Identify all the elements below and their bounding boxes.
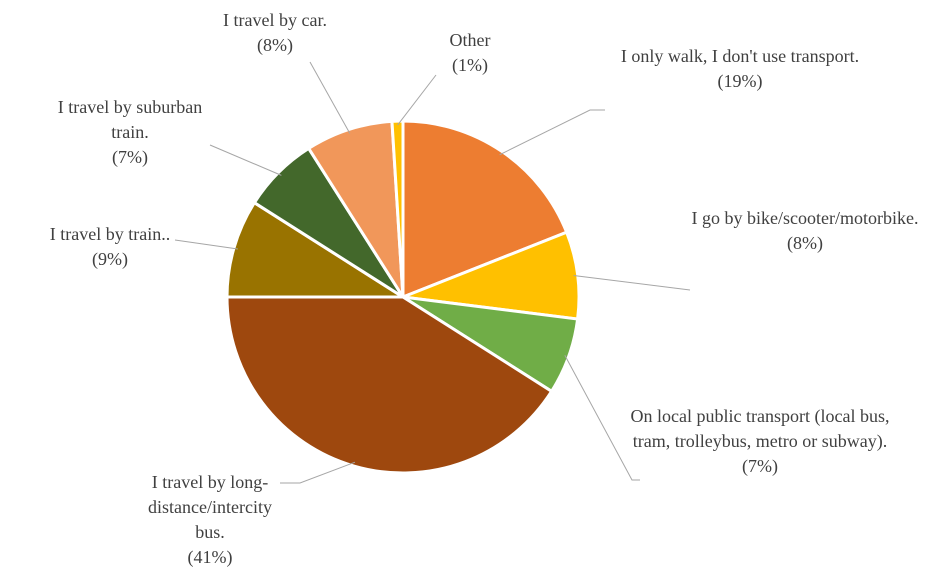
value-label: (7%) (112, 147, 148, 167)
value-label: (41%) (187, 547, 233, 567)
leader-line (280, 461, 356, 484)
leader-line (573, 274, 691, 291)
value-label: (19%) (717, 71, 763, 91)
value-label: (9%) (92, 249, 128, 269)
category-label: I travel by train.. (49, 224, 171, 244)
slice-label: I travel by long-distance/intercity bus.… (140, 470, 280, 570)
leader-line (499, 109, 605, 156)
leader-line (174, 239, 238, 250)
pie-slice (225, 200, 409, 299)
slice-label: I only walk, I don't use transport. (19%) (610, 44, 870, 94)
slice-label: I travel by train.. (9%) (0, 222, 220, 272)
category-label: I travel by car. (223, 10, 327, 30)
leader-line (309, 61, 351, 134)
leader-line (564, 355, 640, 481)
leader-line (209, 144, 282, 176)
slice-label: I go by bike/scooter/motorbike. (8%) (640, 206, 935, 256)
slice-label: On local public transport (local bus, tr… (620, 404, 900, 479)
slice-label: I travel by suburban train. (7%) (50, 95, 210, 170)
pie-slice (401, 119, 569, 300)
leader-line (397, 74, 437, 126)
category-label: On local public transport (local bus, tr… (630, 406, 890, 451)
slice-label: I travel by car. (8%) (200, 8, 350, 58)
slice-label: Other (1%) (420, 28, 520, 78)
pie-slice (225, 295, 554, 475)
category-label: I travel by suburban train. (57, 97, 203, 142)
pie-slice (306, 119, 405, 298)
category-label: I only walk, I don't use transport. (620, 46, 860, 66)
category-label: I travel by long-distance/intercity bus. (148, 472, 272, 542)
category-label: Other (449, 30, 491, 50)
value-label: (7%) (742, 456, 778, 476)
value-label: (8%) (257, 35, 293, 55)
pie-slice (390, 119, 405, 298)
value-label: (8%) (787, 233, 823, 253)
pie-slice (402, 230, 581, 321)
value-label: (1%) (452, 55, 488, 75)
category-label: I go by bike/scooter/motorbike. (691, 208, 919, 228)
